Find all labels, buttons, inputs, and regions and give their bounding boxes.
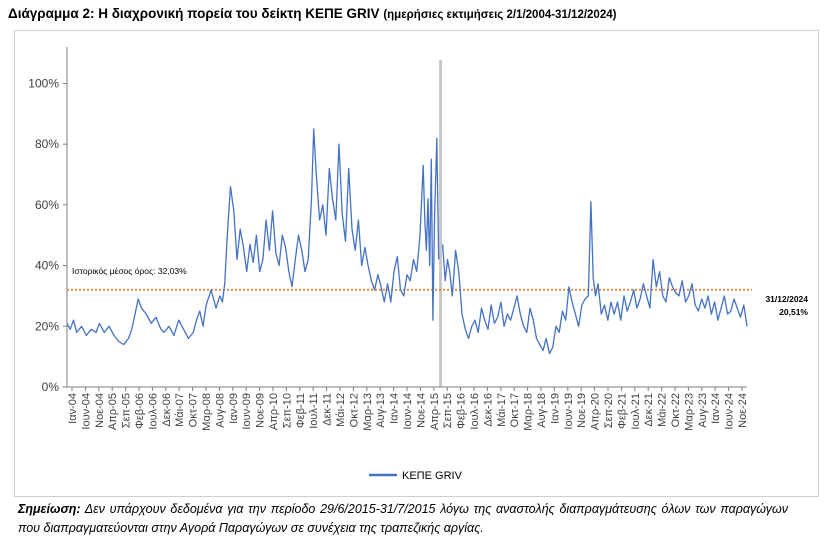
x-tick-label: Ιουν-09 xyxy=(241,393,253,430)
y-tick-label: 80% xyxy=(35,137,59,151)
x-tick-label: Απρ-15 xyxy=(429,393,441,430)
legend-label: ΚΕΠΕ GRIV xyxy=(402,470,463,482)
x-tick-label: Δεκ-06 xyxy=(161,393,173,427)
legend: ΚΕΠΕ GRIV xyxy=(369,470,463,482)
x-tick-label: Αυγ-08 xyxy=(214,393,226,428)
footnote: Σημείωση: Δεν υπάρχουν δεδομένα για την … xyxy=(18,500,788,538)
x-tick-label: Σεπ-15 xyxy=(442,393,454,428)
x-tick-label: Μαρ-18 xyxy=(523,393,535,431)
x-tick-label: Μάι-12 xyxy=(335,393,347,427)
x-tick-label: Οκτ-12 xyxy=(348,393,360,427)
title-subtitle: (ημερήσιες εκτιμήσεις 2/1/2004-31/12/202… xyxy=(383,9,617,21)
x-tick-label: Οκτ-22 xyxy=(670,393,682,427)
x-tick-label: Ιαν-24 xyxy=(710,393,722,424)
x-tick-label: Φεβ-16 xyxy=(456,393,468,429)
x-tick-label: Ιουν-19 xyxy=(563,393,575,430)
x-tick-label: Ιουν-04 xyxy=(80,393,92,430)
trading-suspension-gap xyxy=(439,60,443,387)
x-tick-label: Νοε-19 xyxy=(576,393,588,428)
end-value-label: 20,51% xyxy=(779,307,808,317)
x-tick-label: Μάι-07 xyxy=(174,393,186,427)
y-tick-label: 20% xyxy=(35,319,59,333)
chart-frame xyxy=(14,30,819,497)
x-tick-label: Φεβ-11 xyxy=(295,393,307,428)
x-tick-label: Μάι-22 xyxy=(657,393,669,427)
x-tick-label: Μάι-17 xyxy=(496,393,508,427)
x-tick-label: Ιουν-14 xyxy=(402,393,414,430)
x-tick-label: Νοε-09 xyxy=(255,393,267,428)
x-tick-label: Ιαν-19 xyxy=(549,393,561,424)
y-tick-label: 100% xyxy=(28,76,59,90)
x-tick-label: Αυγ-13 xyxy=(375,393,387,428)
footnote-label: Σημείωση: xyxy=(18,502,81,516)
y-tick-label: 0% xyxy=(42,380,60,394)
x-tick-label: Αυγ-18 xyxy=(536,393,548,428)
x-tick-label: Δεκ-16 xyxy=(482,393,494,427)
end-date-label: 31/12/2024 xyxy=(765,294,808,304)
x-tick-label: Μαρ-13 xyxy=(362,393,374,431)
x-tick-label: Απρ-10 xyxy=(268,393,280,430)
x-tick-label: Ιουν-24 xyxy=(724,393,736,430)
chart-title: Διάγραμμα 2: Η διαχρονική πορεία του δεί… xyxy=(8,6,616,21)
footnote-text: Δεν υπάρχουν δεδομένα για την περίοδο 29… xyxy=(18,502,788,535)
series-line-griv xyxy=(441,201,748,355)
x-tick-label: Σεπ-10 xyxy=(281,393,293,428)
x-tick-label: Ιουλ-21 xyxy=(630,393,642,430)
x-tick-label: Νοε-24 xyxy=(737,393,749,428)
y-tick-label: 40% xyxy=(35,259,59,273)
x-tick-label: Δεκ-21 xyxy=(643,393,655,427)
x-tick-label: Αυγ-23 xyxy=(697,393,709,428)
y-tick-label: 60% xyxy=(35,198,59,212)
x-tick-label: Ιουλ-11 xyxy=(308,393,320,429)
x-tick-label: Νοε-14 xyxy=(415,393,427,428)
x-tick-label: Ιουλ-06 xyxy=(147,393,159,430)
x-tick-label: Ιαν-04 xyxy=(67,393,79,424)
x-tick-label: Ιαν-09 xyxy=(228,393,240,424)
x-tick-label: Σεπ-05 xyxy=(121,393,133,428)
x-tick-label: Ιαν-14 xyxy=(389,393,401,424)
x-tick-label: Μαρ-23 xyxy=(683,393,695,431)
x-tick-label: Ιουλ-16 xyxy=(469,393,481,430)
line-chart: 0%20%40%60%80%100% Ιαν-04 Ιουν-04 Νοε-04 Απ… xyxy=(28,47,808,482)
x-tick-label: Απρ-05 xyxy=(107,393,119,430)
x-tick-label: Σεπ-20 xyxy=(603,393,615,428)
title-main: Διάγραμμα 2: Η διαχρονική πορεία του δεί… xyxy=(8,6,380,21)
x-tick-label: Μαρ-08 xyxy=(201,393,213,431)
series-line-griv xyxy=(66,128,440,346)
x-tick-label: Φεβ-21 xyxy=(616,393,628,429)
x-tick-label: Απρ-20 xyxy=(590,393,602,430)
x-tick-label: Οκτ-17 xyxy=(509,393,521,427)
average-label: Ιστορικός μέσος όρος: 32,03% xyxy=(72,266,187,276)
x-tick-label: Νοε-04 xyxy=(94,393,106,428)
x-tick-label: Δεκ-11 xyxy=(322,393,334,426)
x-tick-label: Φεβ-06 xyxy=(134,393,146,429)
x-tick-label: Οκτ-07 xyxy=(188,393,200,427)
